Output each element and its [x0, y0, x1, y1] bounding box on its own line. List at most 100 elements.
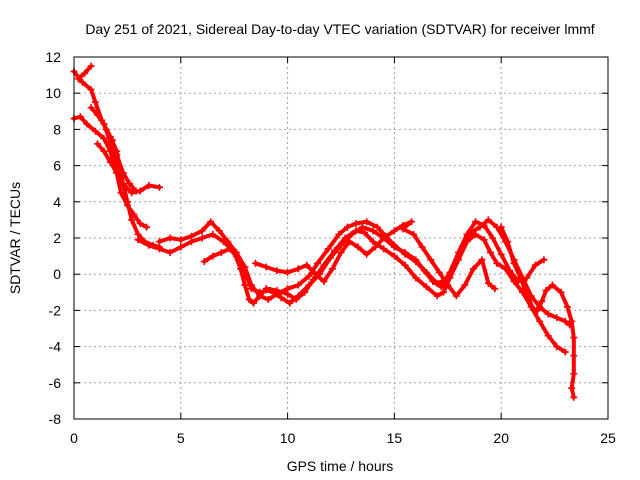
x-tick-label: 10 — [280, 430, 296, 446]
data-point — [390, 227, 398, 235]
data-point — [553, 314, 561, 322]
data-point — [166, 234, 174, 242]
tick-labels: 0 5 10 15 20 25 -8 -6 -4 -2 0 2 4 6 8 10 12 — [45, 49, 616, 446]
data-point — [418, 243, 426, 251]
data-point — [463, 230, 471, 238]
data-point — [264, 296, 272, 304]
data-point — [380, 234, 388, 242]
data-point — [358, 223, 366, 231]
y-tick-label: 4 — [53, 194, 61, 210]
data-point — [363, 250, 371, 258]
data-point — [83, 120, 91, 128]
data-point — [320, 277, 328, 285]
data-point — [371, 243, 379, 251]
data-point — [363, 218, 371, 226]
data-point — [521, 285, 529, 293]
data-point — [79, 78, 87, 86]
data-point — [100, 120, 108, 128]
data-point — [87, 104, 95, 112]
data-point — [469, 265, 477, 273]
data-point — [553, 343, 561, 351]
data-point — [177, 236, 185, 244]
data-point — [209, 252, 217, 260]
data-point — [557, 288, 565, 296]
data-point — [429, 277, 437, 285]
data-point — [155, 183, 163, 191]
data-point — [284, 285, 292, 293]
series-group — [70, 62, 578, 401]
y-tick-label: 8 — [53, 121, 61, 137]
series-line — [89, 105, 126, 179]
data-point — [570, 393, 578, 401]
data-point — [247, 285, 255, 293]
data-point — [548, 281, 556, 289]
data-point — [348, 230, 356, 238]
y-tick-label: 2 — [53, 230, 61, 246]
data-point — [491, 285, 499, 293]
data-point — [74, 75, 82, 83]
data-point — [324, 245, 332, 253]
data-point — [241, 281, 249, 289]
data-point — [487, 248, 495, 256]
data-point — [452, 292, 460, 300]
x-tick-label: 0 — [70, 430, 78, 446]
x-tick-label: 5 — [177, 430, 185, 446]
data-point — [529, 305, 537, 313]
data-point — [91, 127, 99, 135]
data-point — [446, 268, 454, 276]
data-point — [534, 306, 542, 314]
data-point — [435, 268, 443, 276]
y-tick-label: 12 — [45, 49, 61, 65]
series-arc-4 — [93, 140, 163, 197]
y-tick-label: 0 — [53, 266, 61, 282]
x-axis-label: GPS time / hours — [287, 458, 394, 474]
data-point — [311, 270, 319, 278]
chart-title: Day 251 of 2021, Sidereal Day-to-day VTE… — [85, 21, 594, 37]
data-point — [422, 283, 430, 291]
data-point — [493, 259, 501, 267]
data-point — [412, 256, 420, 264]
data-point — [337, 248, 345, 256]
data-point — [410, 230, 418, 238]
data-point — [536, 317, 544, 325]
data-point — [568, 384, 576, 392]
data-point — [87, 86, 95, 94]
data-point — [294, 265, 302, 273]
data-point — [510, 259, 518, 267]
data-point — [352, 220, 360, 228]
x-tick-label: 20 — [493, 430, 509, 446]
data-point — [497, 223, 505, 231]
data-point — [401, 261, 409, 269]
data-point — [91, 98, 99, 106]
data-point — [516, 274, 524, 282]
data-point — [100, 147, 108, 155]
data-point — [252, 259, 260, 267]
data-point — [478, 256, 486, 264]
data-point — [369, 238, 377, 246]
data-point — [427, 256, 435, 264]
data-point — [314, 259, 322, 267]
data-point — [286, 299, 294, 307]
data-point — [303, 261, 311, 269]
data-point — [145, 241, 153, 249]
plot-frame — [73, 56, 609, 420]
data-point — [570, 370, 578, 378]
data-point — [113, 158, 121, 166]
data-point — [224, 238, 232, 246]
data-point — [76, 113, 84, 121]
data-point — [412, 274, 420, 282]
data-point — [273, 267, 281, 275]
grid — [74, 57, 608, 419]
data-point — [369, 227, 377, 235]
data-point — [305, 272, 313, 280]
data-point — [497, 250, 505, 258]
data-point — [215, 227, 223, 235]
data-point — [87, 62, 95, 70]
data-point — [544, 332, 552, 340]
data-point — [343, 223, 351, 231]
data-point — [132, 187, 140, 195]
series-arc-6 — [87, 104, 127, 180]
data-point — [335, 230, 343, 238]
data-point — [145, 182, 153, 190]
